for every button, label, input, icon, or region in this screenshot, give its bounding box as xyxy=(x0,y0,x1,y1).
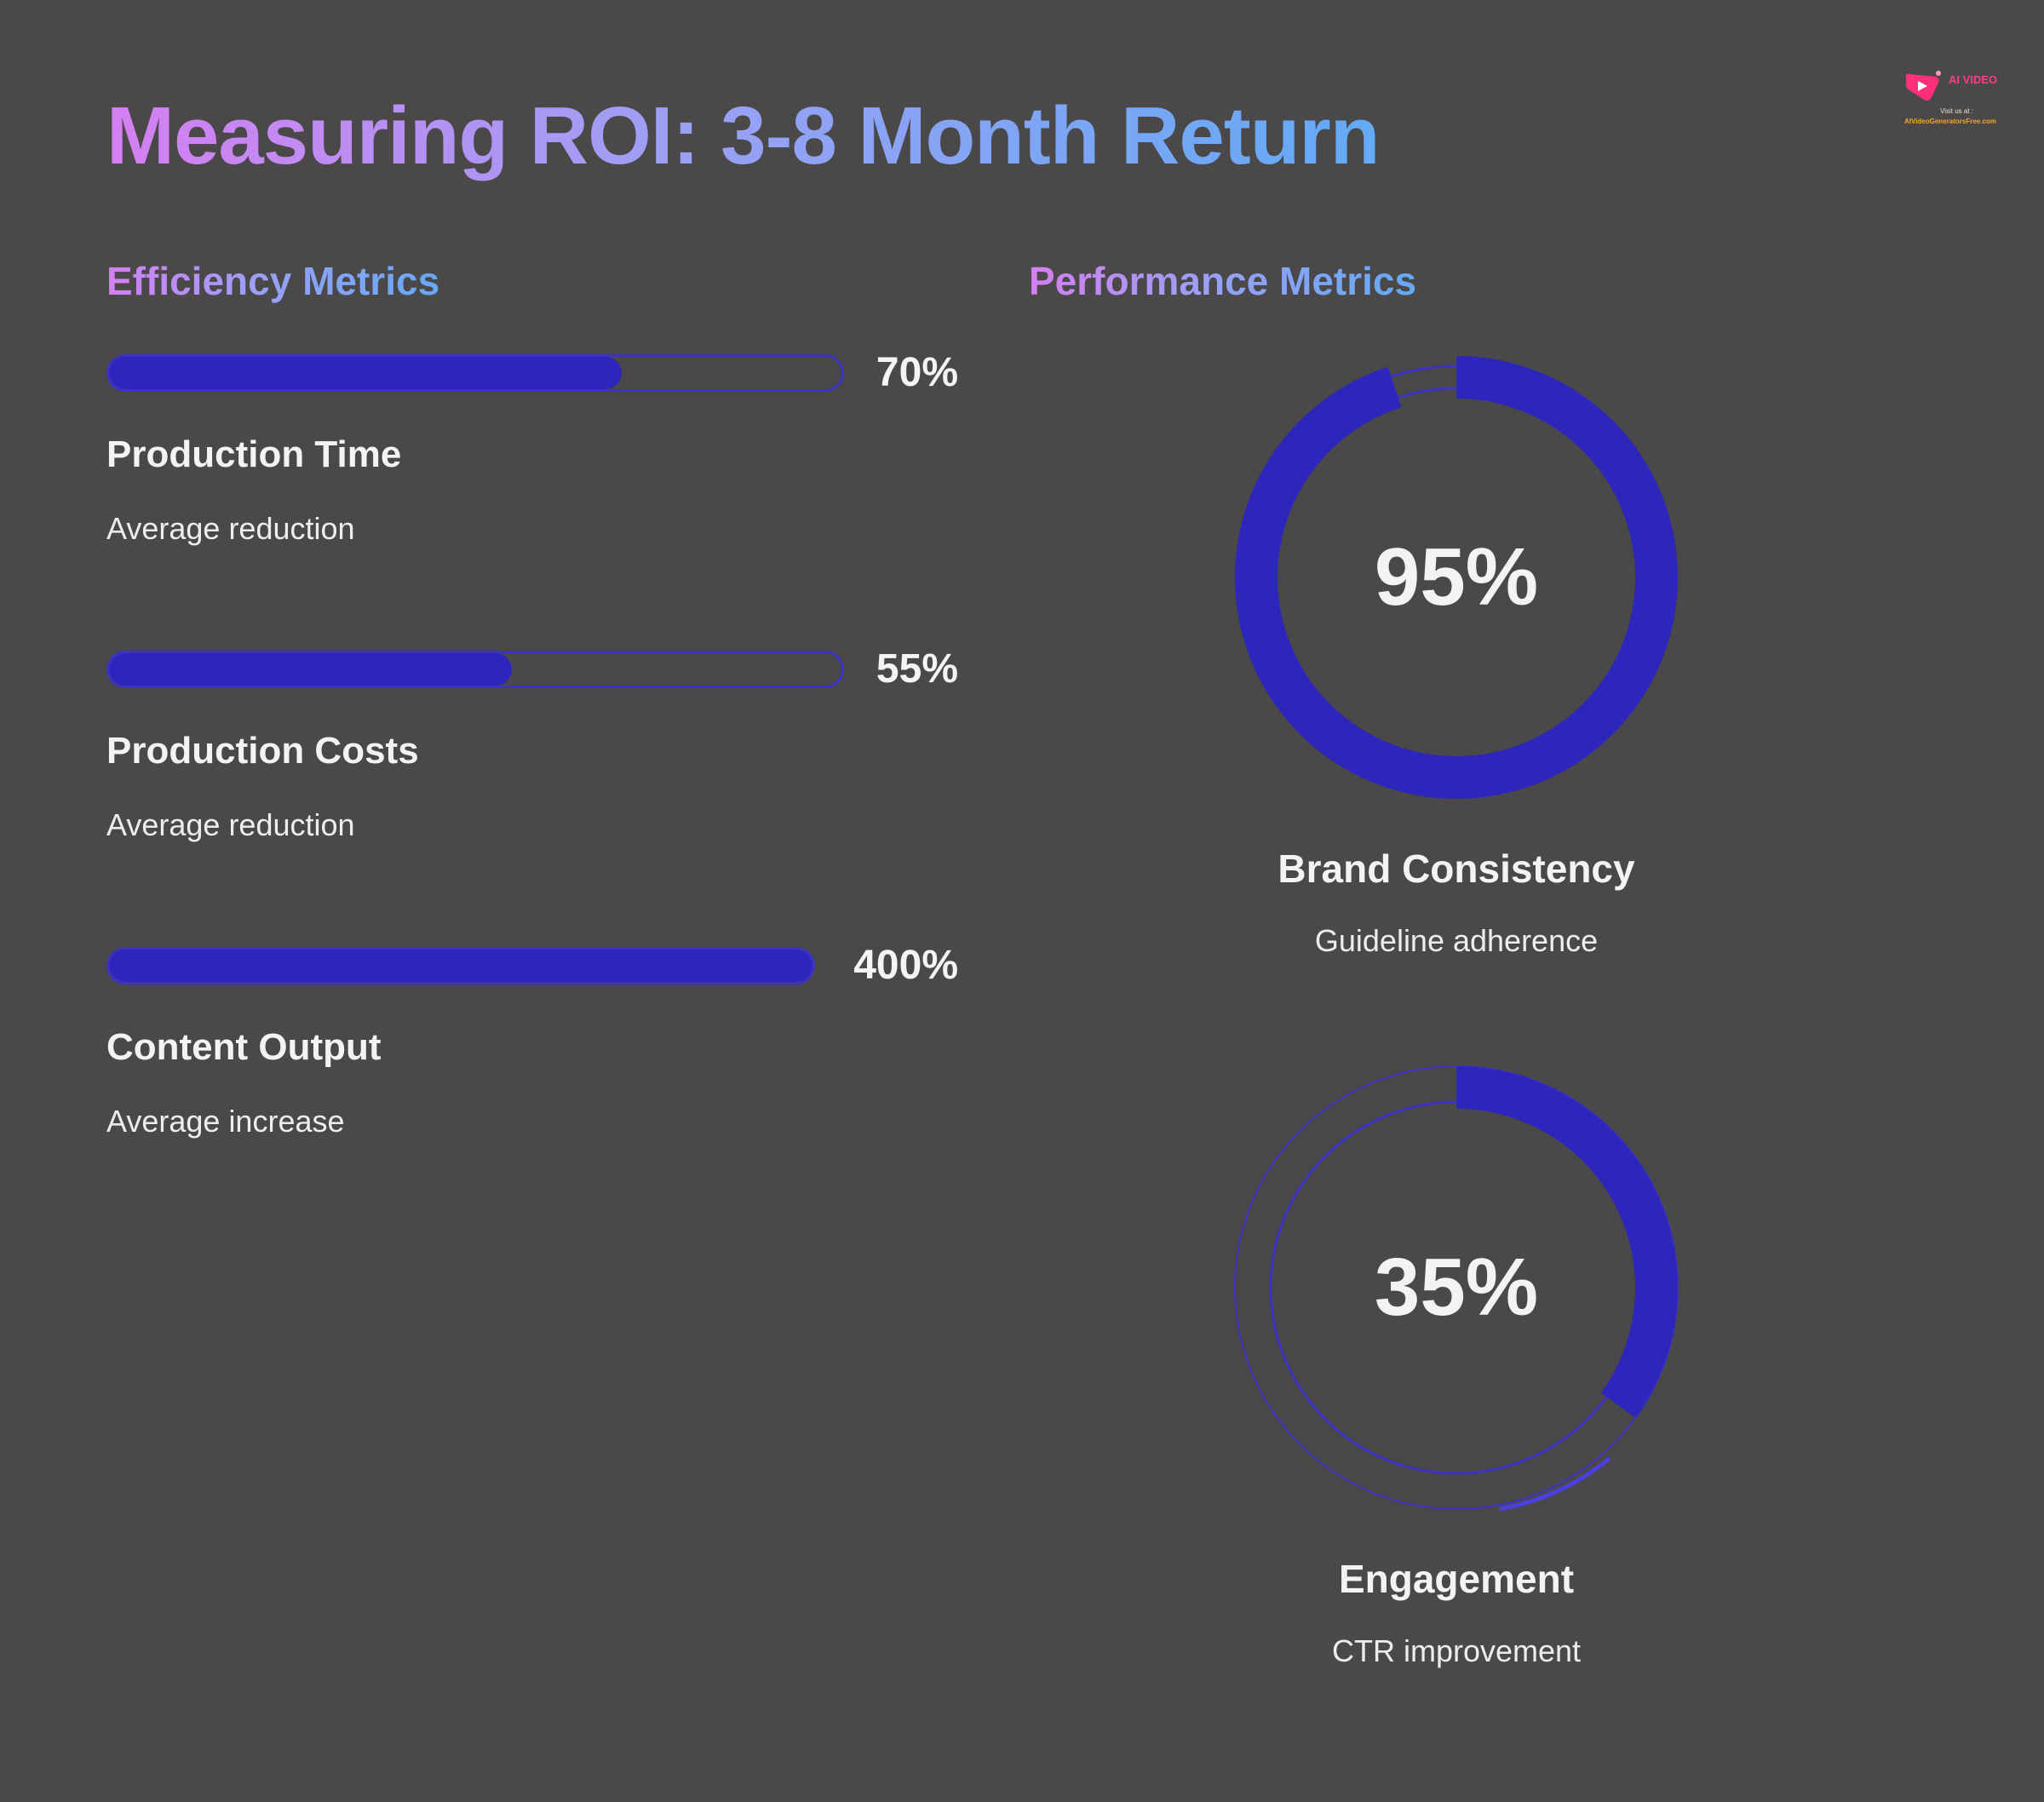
metric-label: Content Output xyxy=(106,1026,382,1068)
donut-value: 35% xyxy=(1374,1242,1539,1333)
metric-description: Average reduction xyxy=(106,511,355,546)
metric-production-costs: 55% Production Costs Average reduction xyxy=(106,646,958,923)
metric-description: Guideline adherence xyxy=(1314,923,1599,958)
metric-content-output: 400% Content Output Average increase xyxy=(106,943,958,1220)
efficiency-heading: Efficiency Metrics xyxy=(106,255,439,307)
donut-chart xyxy=(1234,1065,1679,1512)
donut-accent-arc xyxy=(1498,1456,1611,1512)
logo-visit-text: Visit us at : xyxy=(1940,107,1973,115)
logo-site-url: AIVideoGeneratorsFree.com xyxy=(1904,118,1996,125)
page-title: Measuring ROI: 3-8 Month Return xyxy=(106,85,1380,187)
donut-chart xyxy=(1235,356,1678,799)
video-play-icon xyxy=(1905,71,1941,100)
metric-label: Engagement xyxy=(1338,1557,1575,1601)
metric-production-time: 70% Production Time Average reduction xyxy=(106,350,958,627)
metric-value: 400% xyxy=(853,943,958,988)
metric-label: Brand Consistency xyxy=(1278,846,1635,891)
donut-value-arc xyxy=(1235,1066,1678,1509)
progress-fill xyxy=(109,950,812,982)
performance-heading: Performance Metrics xyxy=(1029,255,1416,307)
progress-track xyxy=(106,354,844,392)
logo: AI VIDEO Visit us at : AIVideoGenerators… xyxy=(1898,65,2017,129)
metric-label: Production Time xyxy=(106,433,402,475)
metric-description: Average increase xyxy=(106,1104,345,1139)
progress-track xyxy=(106,651,844,688)
progress-track xyxy=(106,947,815,984)
metric-description: CTR improvement xyxy=(1331,1633,1582,1668)
metric-value: 55% xyxy=(876,646,958,692)
donut-value-arc xyxy=(1235,356,1678,799)
progress-fill xyxy=(109,357,622,389)
metric-value: 70% xyxy=(876,350,958,395)
donut-value: 95% xyxy=(1374,531,1539,623)
progress-fill xyxy=(109,653,512,686)
metric-engagement: 35% Engagement CTR improvement xyxy=(1192,1049,1720,1671)
metric-description: Average reduction xyxy=(106,807,355,842)
logo-brand-text: AI VIDEO xyxy=(1949,73,1998,86)
metric-label: Production Costs xyxy=(106,730,419,772)
metric-brand-consistency: 95% Brand Consistency Guideline adherenc… xyxy=(1192,339,1720,961)
